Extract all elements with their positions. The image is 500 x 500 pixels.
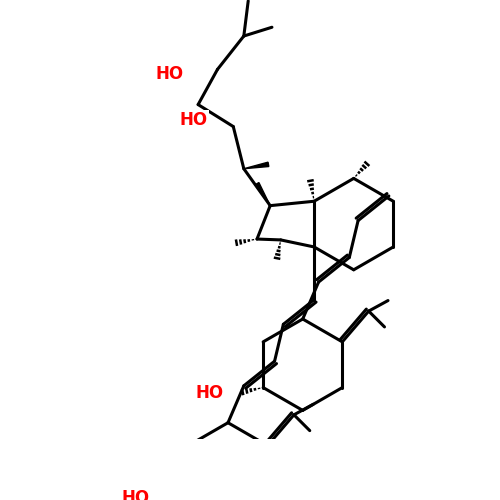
Text: HO: HO	[122, 490, 150, 500]
Text: HO: HO	[180, 112, 208, 130]
Polygon shape	[255, 182, 270, 206]
Polygon shape	[244, 162, 269, 168]
Text: HO: HO	[196, 384, 224, 402]
Text: HO: HO	[156, 65, 184, 83]
